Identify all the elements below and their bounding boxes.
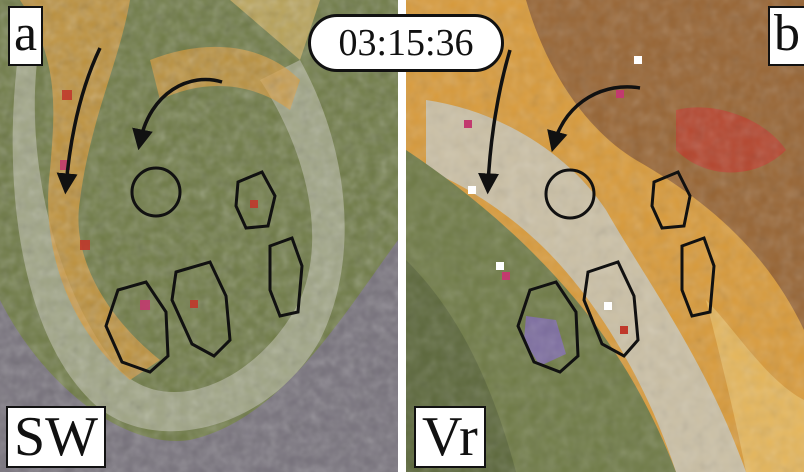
circle-outline-icon [544, 168, 596, 220]
curved-arrow-icon [547, 85, 641, 153]
polygon-outline-icon [680, 236, 716, 318]
curved-arrow-icon [56, 47, 102, 195]
panel-label-vr: Vr [414, 406, 486, 468]
panel-letter-a: a [8, 6, 44, 66]
polygon-outline-icon [516, 280, 580, 374]
radar-field-a [0, 0, 398, 472]
polygon-outline-icon [582, 260, 640, 358]
panel-a-spectrum-width: a SW [0, 0, 398, 472]
panel-b-radial-velocity: b Vr [406, 0, 804, 472]
polygon-outline-icon [234, 170, 277, 230]
panel-letter-b: b [768, 6, 804, 66]
timestamp-badge: 03:15:36 [308, 14, 504, 72]
circle-outline-icon [130, 166, 182, 218]
polygon-outline-icon [650, 170, 692, 230]
panel-divider [398, 0, 406, 472]
polygon-outline-icon [170, 260, 232, 358]
polygon-outline-icon [268, 236, 304, 318]
curved-arrow-icon [478, 49, 512, 195]
polygon-outline-icon [104, 280, 170, 374]
curved-arrow-icon [132, 77, 223, 151]
panel-label-sw: SW [6, 406, 106, 468]
